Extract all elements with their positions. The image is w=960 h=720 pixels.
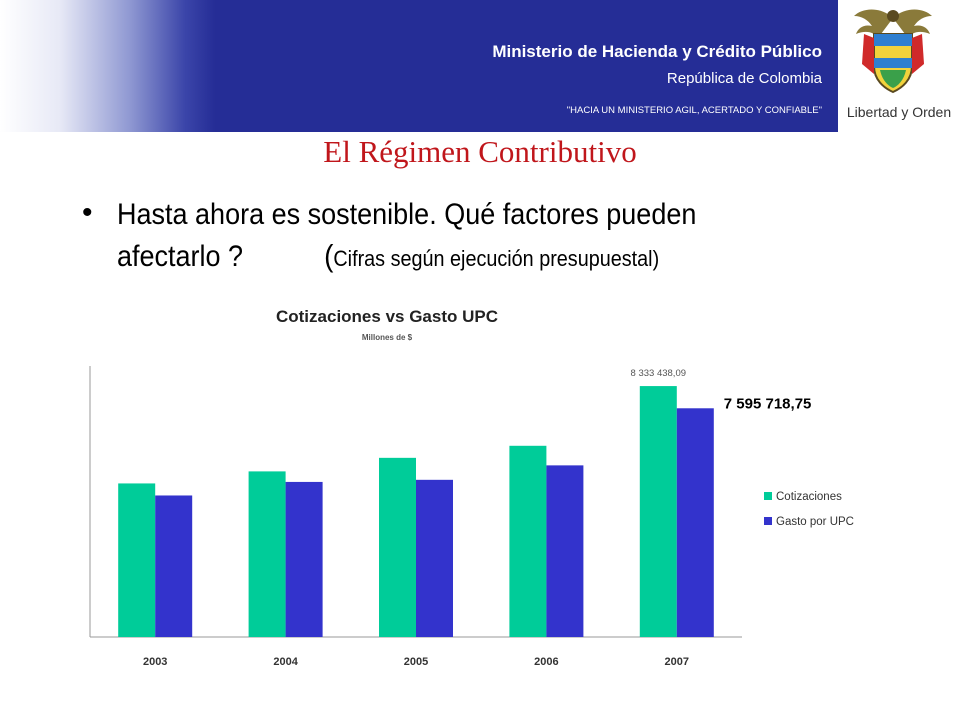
bar-cotizaciones-2004 — [248, 471, 286, 637]
ministry-name: Ministerio de Hacienda y Crédito Público — [492, 42, 822, 61]
bar-gasto-por-upc-2003 — [155, 495, 193, 637]
bar-cotizaciones-2003 — [118, 483, 156, 637]
legend-label: Gasto por UPC — [776, 516, 854, 528]
bar-gasto-por-upc-2005 — [416, 479, 453, 637]
slide-title: El Régimen Contributivo — [323, 134, 637, 169]
bullet-note: Cifras según ejecución presupuestal) — [333, 246, 660, 271]
bar-gasto-por-upc-2007 — [676, 408, 714, 637]
x-tick-label: 2006 — [534, 656, 558, 668]
motto-text: Libertad y Orden — [846, 104, 952, 120]
bullet-paragraph: Hasta ahora es sostenible. Qué factores … — [117, 194, 837, 279]
chart-subtitle: Millones de $ — [362, 333, 413, 342]
x-tick-label: 2007 — [665, 656, 689, 668]
bullet-line-1: Hasta ahora es sostenible. Qué factores … — [117, 198, 697, 231]
bullet-marker: • — [82, 196, 93, 229]
bullet-line-2-text: afectarlo ? — [117, 240, 244, 273]
bar-cotizaciones-2005 — [379, 457, 416, 637]
legend-label: Cotizaciones — [776, 491, 842, 503]
bullet-line-2: afectarlo ? (Cifras según ejecución presu… — [117, 235, 837, 279]
bar-gasto-por-upc-2004 — [285, 481, 323, 637]
republic-name: República de Colombia — [666, 70, 822, 87]
x-tick-label: 2003 — [143, 656, 167, 668]
coat-of-arms-icon — [854, 9, 932, 94]
bar-cotizaciones-2006 — [509, 445, 547, 637]
chart-legend: Cotizaciones Gasto por UPC — [764, 491, 854, 528]
bar-cotizaciones-2007 — [639, 386, 677, 637]
header-banner — [0, 0, 960, 132]
ministry-slogan: "HACIA UN MINISTERIO AGIL, ACERTADO Y CO… — [566, 105, 822, 116]
legend-swatch — [764, 492, 772, 500]
data-label: 8 333 438,09 — [631, 368, 686, 379]
data-label: 7 595 718,75 — [724, 395, 812, 412]
bullet-paren: ( — [324, 238, 334, 273]
plot-area: 2003 2004 2005 2006 2007 8 333 438,09 7 595 71… — [89, 366, 812, 668]
x-tick-label: 2004 — [273, 656, 298, 668]
chart-title: Cotizaciones vs Gasto UPC — [276, 307, 498, 326]
legend-swatch — [764, 517, 772, 525]
x-tick-label: 2005 — [404, 656, 428, 668]
bar-gasto-por-upc-2006 — [546, 465, 584, 637]
